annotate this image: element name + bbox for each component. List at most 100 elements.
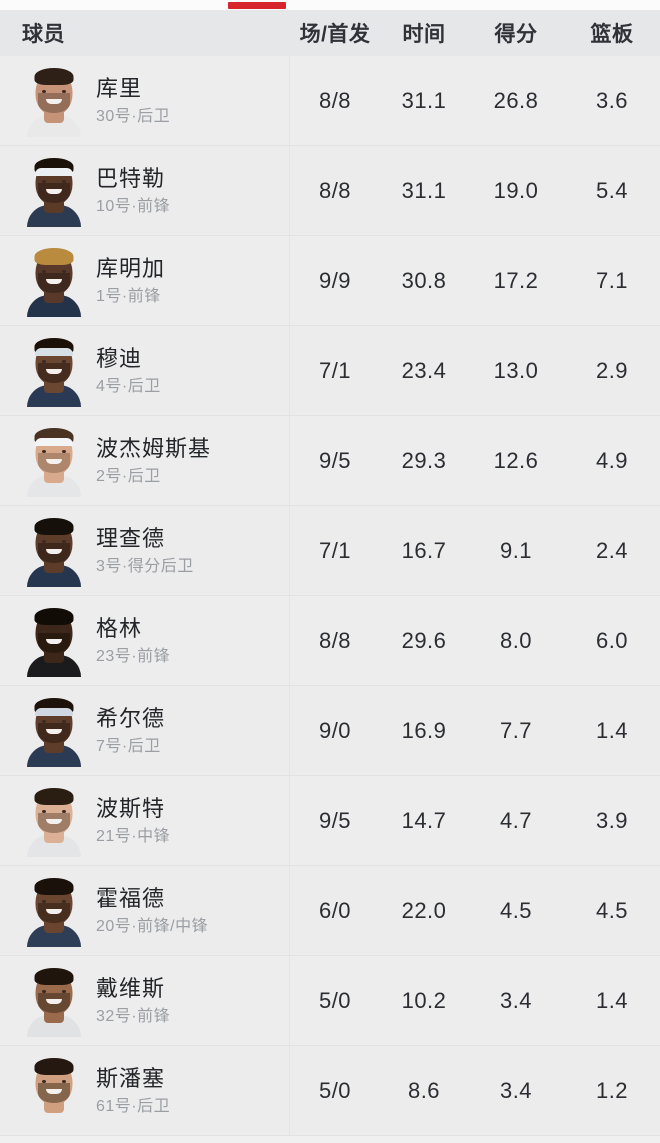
player-avatar (26, 155, 82, 227)
player-number-position: 1号·前锋 (96, 287, 161, 305)
player-stats-table-body: 库里 30号·后卫 8/8 31.1 26.8 3.6 巴特勒 10号·前锋 8/8 31.1 19… (0, 56, 660, 1136)
player-avatar (26, 425, 82, 497)
table-row[interactable]: 穆迪 4号·后卫 7/1 23.4 13.0 2.9 (0, 326, 660, 416)
table-row[interactable]: 霍福德 20号·前锋/中锋 6/0 22.0 4.5 4.5 (0, 866, 660, 956)
player-number-position: 21号·中锋 (96, 827, 171, 845)
active-tab-indicator[interactable] (228, 2, 286, 9)
stat-games-started: 8/8 (318, 628, 352, 653)
player-number-position: 2号·后卫 (96, 467, 161, 485)
stat-rebounds: 2.4 (595, 538, 629, 563)
player-cell[interactable]: 理查德 3号·得分后卫 (0, 506, 290, 596)
player-number-position: 23号·前锋 (96, 647, 171, 665)
player-cell[interactable]: 库里 30号·后卫 (0, 56, 290, 146)
stat-games-started: 7/1 (318, 538, 352, 563)
player-info: 波杰姆斯基 2号·后卫 (96, 435, 212, 485)
stat-points: 13.0 (493, 358, 539, 383)
table-row[interactable]: 斯潘塞 61号·后卫 5/0 8.6 3.4 1.2 (0, 1046, 660, 1136)
table-row[interactable]: 戴维斯 32号·前锋 5/0 10.2 3.4 1.4 (0, 956, 660, 1046)
stat-minutes: 31.1 (401, 88, 447, 113)
player-info: 格林 23号·前锋 (96, 615, 171, 665)
player-info: 霍福德 20号·前锋/中锋 (96, 885, 208, 935)
table-row[interactable]: 库里 30号·后卫 8/8 31.1 26.8 3.6 (0, 56, 660, 146)
player-cell[interactable]: 波斯特 21号·中锋 (0, 776, 290, 866)
player-name: 波杰姆斯基 (96, 435, 212, 461)
player-info: 穆迪 4号·后卫 (96, 345, 161, 395)
table-row[interactable]: 理查德 3号·得分后卫 7/1 16.7 9.1 2.4 (0, 506, 660, 596)
stat-points: 3.4 (499, 1078, 533, 1103)
player-cell[interactable]: 戴维斯 32号·前锋 (0, 956, 290, 1046)
player-avatar (26, 965, 82, 1037)
column-header-minutes[interactable]: 时间 (402, 23, 446, 46)
table-row[interactable]: 波斯特 21号·中锋 9/5 14.7 4.7 3.9 (0, 776, 660, 866)
stat-games-started: 9/0 (318, 718, 352, 743)
stat-games-started: 9/5 (318, 808, 352, 833)
stat-games-started: 5/0 (318, 988, 352, 1013)
stat-minutes: 14.7 (401, 808, 447, 833)
player-avatar (26, 245, 82, 317)
table-row[interactable]: 波杰姆斯基 2号·后卫 9/5 29.3 12.6 4.9 (0, 416, 660, 506)
player-name: 穆迪 (96, 345, 143, 371)
stat-minutes: 29.6 (401, 628, 447, 653)
player-cell[interactable]: 斯潘塞 61号·后卫 (0, 1046, 290, 1136)
player-name: 戴维斯 (96, 975, 166, 1001)
table-row[interactable]: 巴特勒 10号·前锋 8/8 31.1 19.0 5.4 (0, 146, 660, 236)
stat-rebounds: 7.1 (595, 268, 629, 293)
stat-points: 4.7 (499, 808, 533, 833)
player-name: 库里 (96, 75, 143, 101)
stat-games-started: 9/5 (318, 448, 352, 473)
stat-points: 7.7 (499, 718, 533, 743)
stat-rebounds: 4.9 (595, 448, 629, 473)
table-row[interactable]: 希尔德 7号·后卫 9/0 16.9 7.7 1.4 (0, 686, 660, 776)
stat-games-started: 5/0 (318, 1078, 352, 1103)
player-info: 波斯特 21号·中锋 (96, 797, 171, 845)
stat-minutes: 22.0 (401, 898, 447, 923)
player-name: 理查德 (96, 525, 166, 551)
stat-points: 8.0 (499, 628, 533, 653)
player-cell[interactable]: 霍福德 20号·前锋/中锋 (0, 866, 290, 956)
stat-minutes: 30.8 (401, 268, 447, 293)
player-cell[interactable]: 库明加 1号·前锋 (0, 236, 290, 326)
stat-rebounds: 1.4 (595, 718, 629, 743)
column-header-rebounds[interactable]: 篮板 (590, 23, 634, 46)
player-number-position: 32号·前锋 (96, 1007, 171, 1025)
stat-points: 4.5 (499, 898, 533, 923)
stat-points: 3.4 (499, 988, 533, 1013)
column-header-player[interactable]: 球员 (22, 23, 65, 46)
stat-minutes: 31.1 (401, 178, 447, 203)
player-info: 巴特勒 10号·前锋 (96, 167, 170, 215)
player-info: 戴维斯 32号·前锋 (96, 975, 171, 1025)
player-name: 斯潘塞 (96, 1065, 166, 1091)
player-cell[interactable]: 穆迪 4号·后卫 (0, 326, 290, 416)
player-name: 库明加 (96, 255, 166, 281)
stat-points: 26.8 (493, 88, 539, 113)
player-cell[interactable]: 希尔德 7号·后卫 (0, 686, 290, 776)
column-header-points[interactable]: 得分 (494, 23, 538, 46)
player-avatar (26, 65, 82, 137)
player-cell[interactable]: 巴特勒 10号·前锋 (0, 146, 290, 236)
table-row[interactable]: 库明加 1号·前锋 9/9 30.8 17.2 7.1 (0, 236, 660, 326)
player-avatar (26, 605, 82, 677)
player-name: 希尔德 (96, 705, 166, 731)
stat-games-started: 7/1 (318, 358, 352, 383)
player-name: 格林 (96, 615, 143, 641)
top-strip (0, 0, 660, 10)
stat-rebounds: 6.0 (595, 628, 629, 653)
stat-minutes: 29.3 (401, 448, 447, 473)
table-row[interactable]: 格林 23号·前锋 8/8 29.6 8.0 6.0 (0, 596, 660, 686)
stat-rebounds: 3.6 (595, 88, 629, 113)
stat-minutes: 10.2 (401, 988, 447, 1013)
player-number-position: 30号·后卫 (96, 107, 171, 125)
player-name: 霍福德 (96, 885, 166, 911)
stat-rebounds: 1.4 (595, 988, 629, 1013)
player-info: 库里 30号·后卫 (96, 75, 171, 125)
player-number-position: 3号·得分后卫 (96, 557, 194, 575)
player-cell[interactable]: 波杰姆斯基 2号·后卫 (0, 416, 290, 506)
stat-games-started: 8/8 (318, 88, 352, 113)
player-number-position: 4号·后卫 (96, 377, 161, 395)
player-avatar (26, 695, 82, 767)
column-header-games-started[interactable]: 场/首发 (299, 23, 371, 46)
player-cell[interactable]: 格林 23号·前锋 (0, 596, 290, 686)
player-number-position: 61号·后卫 (96, 1097, 171, 1115)
player-avatar (26, 785, 82, 857)
